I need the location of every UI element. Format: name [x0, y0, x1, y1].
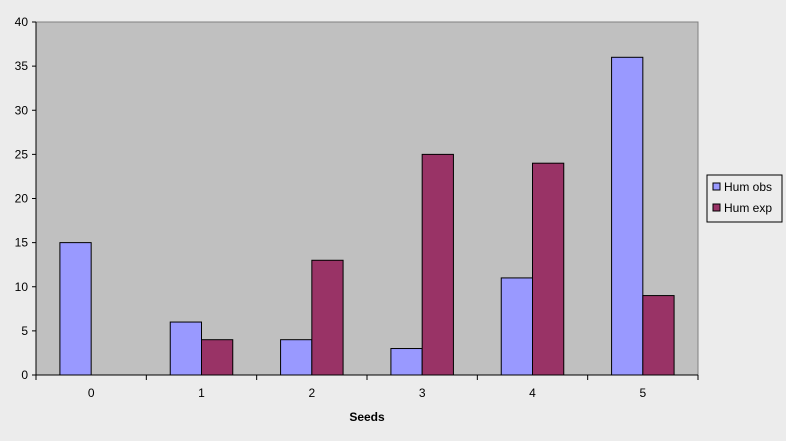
y-tick-label: 5	[21, 324, 28, 338]
y-tick-label: 40	[15, 15, 29, 29]
x-tick-label: 4	[529, 386, 536, 400]
y-tick-label: 15	[15, 236, 29, 250]
legend-label-hum-obs: Hum obs	[724, 180, 772, 194]
bar-hum-exp	[532, 162, 565, 376]
legend-label-hum-exp: Hum exp	[724, 201, 772, 215]
y-tick-label: 30	[15, 103, 29, 117]
x-tick-label: 3	[419, 386, 426, 400]
x-tick-label: 2	[308, 386, 315, 400]
bar-hum-exp	[642, 295, 675, 376]
x-tick-label: 1	[198, 386, 205, 400]
bars-layer	[59, 56, 675, 376]
bar-hum-exp	[421, 153, 454, 376]
bar-hum-obs	[169, 321, 203, 376]
legend-swatch-hum-obs	[712, 182, 721, 191]
bar-hum-exp	[311, 259, 344, 376]
y-tick-label: 10	[15, 280, 29, 294]
x-tick-label: 5	[639, 386, 646, 400]
legend: Hum obs Hum exp	[706, 174, 783, 223]
bar-hum-obs	[500, 277, 533, 376]
legend-swatch-hum-exp	[712, 203, 721, 212]
y-tick-label: 35	[15, 59, 29, 73]
x-tick-label: 0	[88, 386, 95, 400]
x-axis: 0 1 2 3 4 5	[35, 374, 699, 400]
bar-hum-obs	[611, 56, 644, 376]
x-axis-title: Seeds	[349, 410, 385, 424]
y-tick-label: 25	[15, 147, 29, 161]
bar-hum-obs	[390, 348, 423, 376]
bar-hum-obs	[59, 242, 92, 376]
y-tick-label: 20	[15, 192, 29, 206]
bar-hum-exp	[201, 339, 234, 376]
plot-area	[35, 21, 699, 376]
y-axis: 0 5 10 15 20 25 30 35 40	[15, 15, 37, 382]
y-tick-label: 0	[21, 368, 28, 382]
bar-hum-obs	[280, 339, 313, 376]
